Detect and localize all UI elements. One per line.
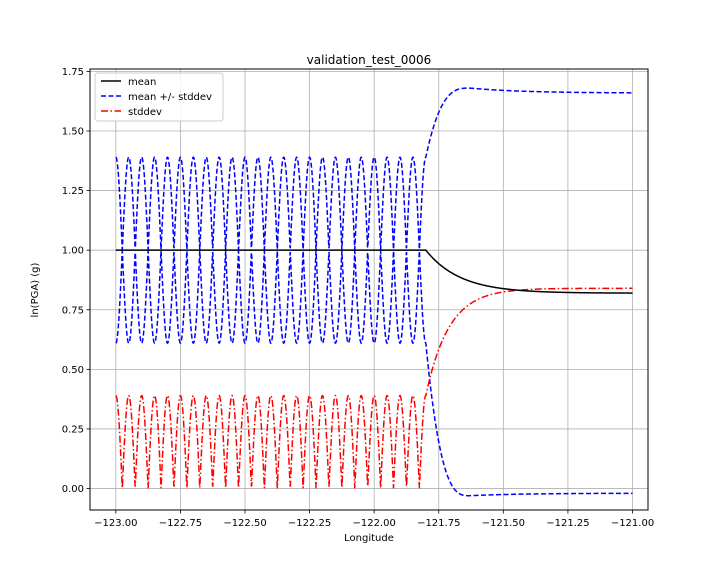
y-axis-label: ln(PGA) (g) [30,262,41,317]
legend: mean mean +/- stddev stddev [94,72,224,122]
x-tick-label: −122.75 [159,518,202,529]
legend-label-mean-pm-stddev: mean +/- stddev [128,92,212,103]
x-tick-label: −122.50 [223,518,266,529]
series-stddev-line [115,287,633,489]
x-tick-label: −123.00 [94,518,137,529]
y-tick-label: 1.50 [62,126,84,137]
series-mean-plus-stddev-line [115,87,633,251]
y-tick-label: 0.50 [62,365,84,376]
legend-label-stddev: stddev [128,107,162,118]
legend-box [94,72,224,122]
y-tick-label: 0.75 [62,305,84,316]
series-layer [115,87,633,497]
x-tick-label: −121.75 [417,518,460,529]
legend-label-mean: mean [128,77,156,88]
x-tick-label: −122.25 [288,518,331,529]
y-tick-label: 1.75 [62,67,84,78]
series-mean-line [115,249,633,294]
y-tick-label: 1.00 [62,246,84,257]
y-tick-label: 1.25 [62,186,84,197]
x-tick-label: −121.00 [611,518,654,529]
x-axis-label: Longitude [344,533,394,544]
chart-title: validation_test_0006 [307,53,432,67]
ticks: −123.00 −122.75 −122.50 −122.25 −122.00 −121.… [62,67,654,529]
series-mean-minus-stddev-line [115,250,633,497]
x-tick-label: −121.25 [546,518,589,529]
x-tick-label: −122.00 [352,518,395,529]
x-tick-label: −121.50 [482,518,525,529]
plot-frame [89,68,649,511]
y-tick-label: 0.00 [62,484,84,495]
y-tick-label: 0.25 [62,424,84,435]
